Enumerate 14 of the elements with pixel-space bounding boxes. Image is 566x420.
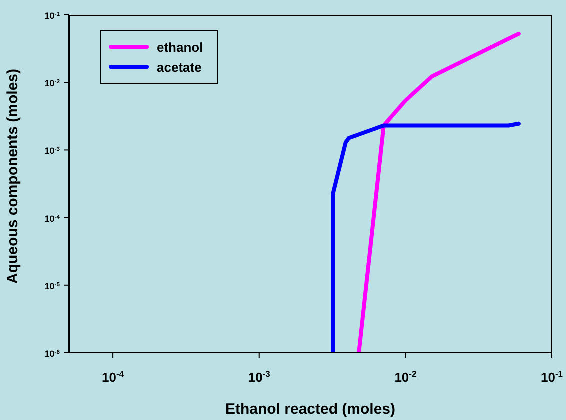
- y-tick-label: 10$^{-1}$: [44, 11, 61, 21]
- x-tick-label: 10$^{-1}$: [541, 369, 564, 385]
- legend-label: ethanol: [157, 40, 204, 54]
- y-axis-title: Aqueous components (moles): [4, 68, 22, 284]
- y-tick-label: 10$^{-2}$: [44, 78, 61, 89]
- x-tick-label: 10$^{-3}$: [248, 369, 271, 385]
- legend-label: acetate: [157, 60, 202, 74]
- y-tick-label: 10$^{-5}$: [44, 281, 61, 292]
- x-axis-title: Ethanol reacted (moles): [225, 401, 396, 418]
- y-tick-label: 10$^{-6}$: [44, 349, 61, 359]
- x-tick-label: 10$^{-4}$: [102, 369, 124, 385]
- y-tick-label: 10$^{-3}$: [44, 146, 61, 156]
- y-tick-label: 10$^{-4}$: [44, 214, 61, 224]
- x-tick-label: 10$^{-2}$: [394, 369, 417, 385]
